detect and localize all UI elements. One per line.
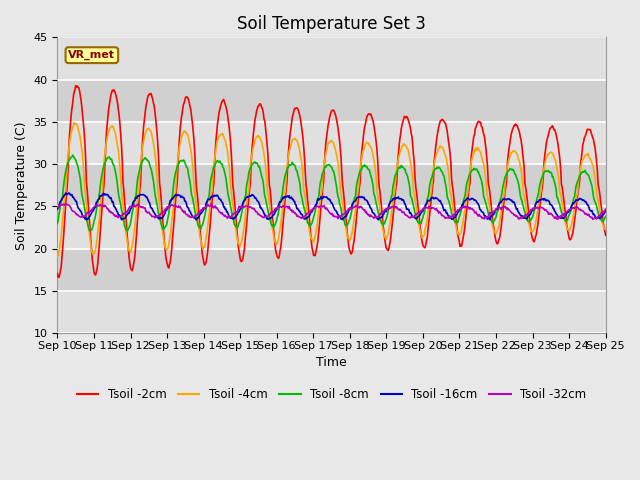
Text: VR_met: VR_met xyxy=(68,50,115,60)
Tsoil -2cm xyxy=(177,119,185,124)
Bar xyxy=(58,37,605,80)
Line: Tsoil -16cm: Tsoil -16cm xyxy=(58,193,605,220)
Tsoil -8cm xyxy=(121,223,129,229)
Tsoil -4cm xyxy=(205,210,213,216)
Line: Tsoil -32cm: Tsoil -32cm xyxy=(58,204,605,219)
Tsoil -2cm xyxy=(72,83,79,89)
Tsoil -4cm xyxy=(54,254,61,260)
Bar xyxy=(58,206,605,249)
Tsoil -32cm xyxy=(54,204,61,210)
Tsoil -4cm xyxy=(63,162,71,168)
Tsoil -16cm xyxy=(602,208,609,214)
Tsoil -8cm xyxy=(63,161,71,167)
Title: Soil Temperature Set 3: Soil Temperature Set 3 xyxy=(237,15,426,33)
Tsoil -32cm xyxy=(205,202,212,208)
Tsoil -32cm xyxy=(589,216,596,222)
Tsoil -8cm xyxy=(206,184,214,190)
Line: Tsoil -8cm: Tsoil -8cm xyxy=(58,155,605,231)
Tsoil -4cm xyxy=(70,120,78,126)
Bar xyxy=(58,291,605,333)
Tsoil -4cm xyxy=(177,141,184,146)
Y-axis label: Soil Temperature (C): Soil Temperature (C) xyxy=(15,121,28,250)
Bar xyxy=(58,249,605,291)
Tsoil -16cm xyxy=(62,190,70,196)
Line: Tsoil -2cm: Tsoil -2cm xyxy=(58,86,605,277)
Bar xyxy=(58,122,605,164)
Tsoil -2cm xyxy=(602,232,609,238)
Tsoil -16cm xyxy=(400,198,408,204)
Tsoil -16cm xyxy=(416,213,424,218)
Tsoil -32cm xyxy=(602,206,609,212)
Tsoil -2cm xyxy=(206,225,214,230)
Tsoil -4cm xyxy=(415,221,422,227)
Tsoil -4cm xyxy=(121,217,129,223)
Bar xyxy=(58,164,605,206)
Tsoil -16cm xyxy=(64,191,72,196)
Tsoil -2cm xyxy=(64,165,72,171)
Tsoil -2cm xyxy=(416,219,424,225)
Bar xyxy=(58,80,605,122)
Tsoil -16cm xyxy=(54,206,61,212)
Tsoil -32cm xyxy=(63,202,71,207)
Tsoil -8cm xyxy=(416,221,424,227)
Tsoil -2cm xyxy=(400,116,408,122)
Tsoil -8cm xyxy=(124,228,131,234)
Line: Tsoil -4cm: Tsoil -4cm xyxy=(58,123,605,257)
Tsoil -4cm xyxy=(399,143,406,148)
X-axis label: Time: Time xyxy=(316,357,347,370)
Tsoil -16cm xyxy=(177,193,184,199)
Tsoil -32cm xyxy=(399,210,406,216)
Tsoil -32cm xyxy=(175,204,183,210)
Tsoil -2cm xyxy=(54,271,61,276)
Tsoil -8cm xyxy=(69,152,77,158)
Tsoil -32cm xyxy=(415,209,422,215)
Tsoil -8cm xyxy=(177,158,185,164)
Legend: Tsoil -2cm, Tsoil -4cm, Tsoil -8cm, Tsoil -16cm, Tsoil -32cm: Tsoil -2cm, Tsoil -4cm, Tsoil -8cm, Tsoi… xyxy=(72,384,591,406)
Tsoil -32cm xyxy=(207,201,215,206)
Tsoil -16cm xyxy=(121,216,129,221)
Tsoil -32cm xyxy=(120,211,127,217)
Tsoil -8cm xyxy=(400,165,408,171)
Tsoil -2cm xyxy=(55,275,63,280)
Tsoil -16cm xyxy=(193,217,200,223)
Tsoil -16cm xyxy=(206,197,214,203)
Tsoil -8cm xyxy=(54,221,61,227)
Tsoil -8cm xyxy=(602,214,609,219)
Tsoil -4cm xyxy=(602,225,609,231)
Tsoil -2cm xyxy=(122,205,129,211)
